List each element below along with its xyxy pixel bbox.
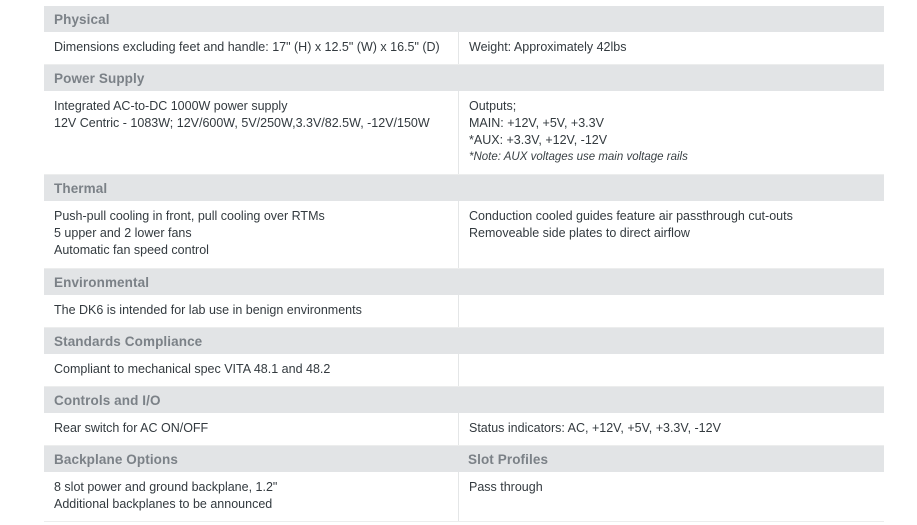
section-header-left-cell: Thermal [44,175,459,201]
section-header-title: Physical [54,11,110,27]
section-header-title: Thermal [54,180,108,196]
spec-line: Status indicators: AC, +12V, +5V, +3.3V,… [469,421,721,435]
spec-section: Environmental The DK6 is intended for lab… [44,269,884,328]
spec-line: Dimensions excluding feet and handle: 17… [54,40,440,54]
table-row: Dimensions excluding feet and handle: 17… [44,32,884,65]
section-header-right-cell [459,175,884,201]
spec-cell-left: Integrated AC-to-DC 1000W power supply 12… [44,91,459,174]
spec-line: Conduction cooled guides feature air pas… [469,209,793,223]
table-row: Compliant to mechanical spec VITA 48.1 a… [44,354,884,387]
section-header-band: Backplane Options Slot Profiles [44,446,884,472]
spec-section: Physical Dimensions excluding feet and ha… [44,6,884,65]
section-header-band: Physical [44,6,884,32]
section-header-left-cell: Power Supply [44,65,459,91]
table-row: Push-pull cooling in front, pull cooling… [44,201,884,269]
spec-cell-right: Pass through [459,472,884,521]
spec-line: Rear switch for AC ON/OFF [54,421,209,435]
specification-table: Physical Dimensions excluding feet and ha… [44,6,884,522]
spec-cell-left: The DK6 is intended for lab use in benig… [44,295,459,327]
section-header-band: Thermal [44,175,884,201]
section-header-left-cell: Environmental [44,269,459,295]
section-header-left-cell: Backplane Options [44,446,459,472]
spec-cell-left: Rear switch for AC ON/OFF [44,413,459,445]
spec-line: 12V Centric - 1083W; 12V/600W, 5V/250W,3… [54,116,430,130]
table-row: 8 slot power and ground backplane, 1.2" A… [44,472,884,522]
spec-line: Integrated AC-to-DC 1000W power supply [54,99,288,113]
spec-cell-right: Weight: Approximately 42lbs [459,32,884,64]
section-header-title: Environmental [54,274,150,290]
table-row: The DK6 is intended for lab use in benig… [44,295,884,328]
section-header-band: Standards Compliance [44,328,884,354]
spec-line: Outputs; [469,99,517,113]
spec-line: Removeable side plates to direct airflow [469,226,690,240]
section-header-title: Power Supply [54,70,145,86]
section-header-left-cell: Physical [44,6,459,32]
section-header-title: Backplane Options [54,451,178,467]
section-header-right-cell [459,387,884,413]
spec-line: 8 slot power and ground backplane, 1.2" [54,480,278,494]
spec-cell-left: Push-pull cooling in front, pull cooling… [44,201,459,268]
section-header-right-cell [459,6,884,32]
table-row: Integrated AC-to-DC 1000W power supply 12… [44,91,884,175]
spec-section: Backplane Options Slot Profiles 8 slot pow… [44,446,884,522]
spec-section: Power Supply Integrated AC-to-DC 1000W po… [44,65,884,175]
spec-cell-right: Status indicators: AC, +12V, +5V, +3.3V,… [459,413,884,445]
section-header-right-cell [459,65,884,91]
section-header-right-cell [459,269,884,295]
spec-section: Standards Compliance Compliant to mechani… [44,328,884,387]
spec-section: Thermal Push-pull cooling in front, pull … [44,175,884,269]
spec-line: Weight: Approximately 42lbs [469,40,627,54]
spec-line: 5 upper and 2 lower fans [54,226,192,240]
spec-line: Pass through [469,480,543,494]
spec-section: Controls and I/O Rear switch for AC ON/OF… [44,387,884,446]
spec-line: *AUX: +3.3V, +12V, -12V [469,133,608,147]
spec-line: Automatic fan speed control [54,243,209,257]
spec-line: Push-pull cooling in front, pull cooling… [54,209,325,223]
spec-line: The DK6 is intended for lab use in benig… [54,303,362,317]
section-header-subtitle: Slot Profiles [468,451,549,467]
section-header-band: Controls and I/O [44,387,884,413]
spec-line: MAIN: +12V, +5V, +3.3V [469,116,604,130]
section-header-title: Standards Compliance [54,333,203,349]
table-row: Rear switch for AC ON/OFF Status indicato… [44,413,884,446]
spec-line: Additional backplanes to be announced [54,497,273,511]
section-header-left-cell: Controls and I/O [44,387,459,413]
spec-cell-left: Compliant to mechanical spec VITA 48.1 a… [44,354,459,386]
spec-cell-right [459,295,884,327]
spec-footnote: *Note: AUX voltages use main voltage rai… [469,151,688,163]
section-header-left-cell: Standards Compliance [44,328,459,354]
section-header-band: Environmental [44,269,884,295]
section-header-title: Controls and I/O [54,392,161,408]
spec-cell-right [459,354,884,386]
section-header-band: Power Supply [44,65,884,91]
spec-cell-right: Outputs; MAIN: +12V, +5V, +3.3V *AUX: +3.3… [459,91,884,174]
spec-cell-left: Dimensions excluding feet and handle: 17… [44,32,459,64]
section-header-right-cell [459,328,884,354]
spec-cell-left: 8 slot power and ground backplane, 1.2" A… [44,472,459,521]
section-header-right-cell: Slot Profiles [459,446,884,472]
spec-line: Compliant to mechanical spec VITA 48.1 a… [54,362,331,376]
spec-cell-right: Conduction cooled guides feature air pas… [459,201,884,268]
